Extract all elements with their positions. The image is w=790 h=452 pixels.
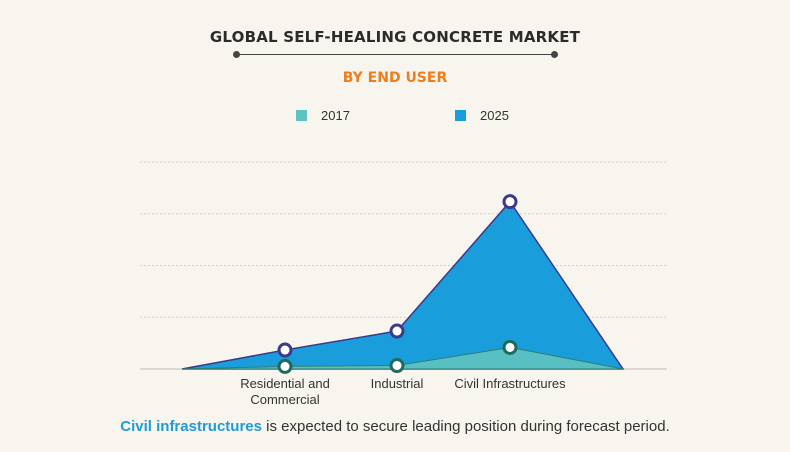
data-point-2017	[277, 358, 293, 374]
legend-swatch-2025	[455, 110, 466, 121]
footnote-text: is expected to secure leading position d…	[261, 418, 670, 435]
divider-dot-left	[233, 51, 240, 58]
chart-subtitle: BY END USER	[342, 70, 448, 86]
x-tick-label: Industrial	[371, 376, 424, 391]
legend-label-2025: 2025	[480, 108, 509, 123]
area-series-2025	[181, 200, 625, 370]
legend-item-2025: 2025	[455, 108, 509, 123]
footnote: Civil infrastructures is expected to sec…	[0, 418, 790, 435]
legend-item-2017: 2017	[296, 108, 350, 123]
x-tick-label: Civil Infrastructures	[454, 376, 566, 391]
chart-title: GLOBAL SELF-HEALING CONCRETE MARKET	[209, 28, 581, 46]
x-tick-label: Residential and Commercial	[240, 376, 330, 407]
title-divider	[236, 54, 554, 55]
data-point-2017	[389, 358, 405, 374]
divider-dot-right	[551, 51, 558, 58]
legend-label-2017: 2017	[321, 108, 350, 123]
data-point-2025	[277, 342, 293, 358]
legend-swatch-2017	[296, 110, 307, 121]
data-point-2017	[502, 339, 518, 355]
data-point-2025	[389, 323, 405, 339]
data-point-2025	[502, 194, 518, 210]
footnote-highlight: Civil infrastructures	[120, 418, 262, 435]
